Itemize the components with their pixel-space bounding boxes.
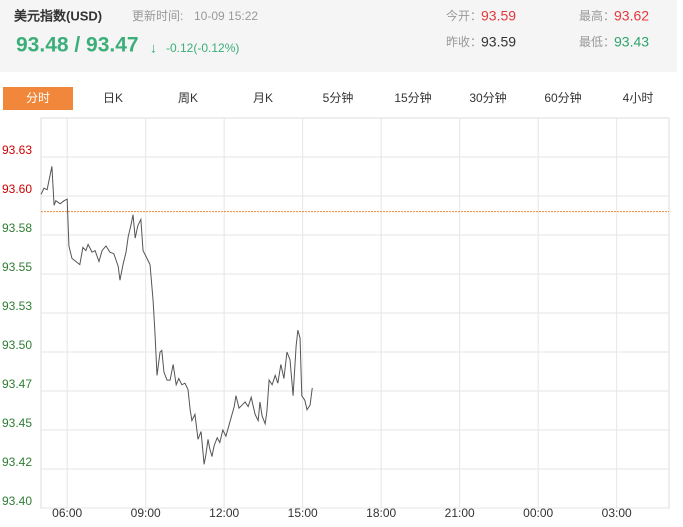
quote-value: 93.59 <box>481 8 516 24</box>
price-line <box>40 166 313 465</box>
y-tick-label: 93.63 <box>2 143 32 157</box>
header-bg <box>0 0 677 72</box>
tab[interactable]: 4小时 <box>623 91 654 105</box>
tab[interactable]: 60分钟 <box>544 90 581 105</box>
tab[interactable]: 15分钟 <box>394 90 431 105</box>
x-tick-label: 09:00 <box>131 506 161 520</box>
tab[interactable]: 5分钟 <box>323 90 354 105</box>
x-tick-label: 12:00 <box>209 506 239 520</box>
y-tick-label: 93.55 <box>2 260 32 274</box>
quote-label: 昨收： <box>446 35 482 49</box>
arrow: ↓ <box>150 40 157 56</box>
x-tick-label: 06:00 <box>52 506 82 520</box>
tab[interactable]: 月K <box>253 91 273 105</box>
y-tick-label: 93.50 <box>2 338 32 352</box>
y-tick-label: 93.53 <box>2 299 32 313</box>
quote-label: 最低： <box>579 35 615 49</box>
y-tick-label: 93.40 <box>2 494 32 508</box>
y-tick-label: 93.47 <box>2 377 32 391</box>
x-tick-label: 21:00 <box>445 506 475 520</box>
x-tick-label: 00:00 <box>523 506 553 520</box>
x-tick-label: 18:00 <box>366 506 396 520</box>
change: -0.12(-0.12%) <box>166 41 239 55</box>
y-tick-label: 93.42 <box>2 455 32 469</box>
y-tick-label: 93.60 <box>2 182 32 196</box>
price: 93.48 / 93.47 <box>16 34 139 57</box>
tab[interactable]: 日K <box>103 91 123 105</box>
tab-active-bg <box>3 87 73 110</box>
quote-value: 93.62 <box>614 8 649 24</box>
quote-label: 最高： <box>579 8 615 23</box>
y-tick-label: 93.58 <box>2 221 32 235</box>
x-tick-label: 03:00 <box>602 506 632 520</box>
quote-value: 93.59 <box>481 34 516 50</box>
quote-value: 93.43 <box>614 34 649 50</box>
update-time: 10-09 15:22 <box>194 9 258 23</box>
update-label: 更新时间: <box>132 8 183 23</box>
tab[interactable]: 周K <box>178 91 198 105</box>
y-tick-label: 93.45 <box>2 416 32 430</box>
tab[interactable]: 分时 <box>26 91 50 105</box>
x-tick-label: 15:00 <box>288 506 318 520</box>
tab[interactable]: 30分钟 <box>469 90 506 105</box>
quote-label: 今开： <box>446 8 482 23</box>
title: 美元指数(USD) <box>14 8 102 23</box>
